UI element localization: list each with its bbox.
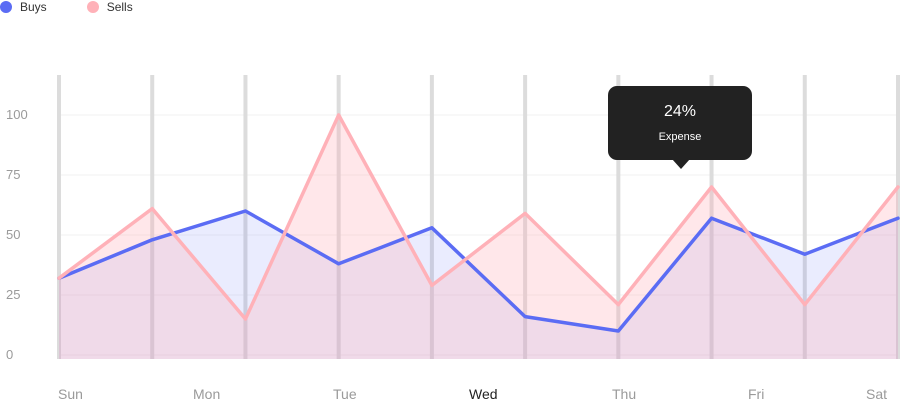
line-buys xyxy=(57,209,900,333)
y-tick-label: 75 xyxy=(6,167,20,182)
line-sells xyxy=(57,113,900,321)
x-tick-label: Sat xyxy=(866,386,887,401)
y-tick-label: 0 xyxy=(6,347,13,362)
x-gridbar xyxy=(802,75,807,359)
legend-swatch-sells xyxy=(86,1,99,13)
legend-label-sells: Sells xyxy=(106,0,133,14)
x-tick-label: Thu xyxy=(612,386,636,401)
x-tick-label: Wed xyxy=(469,386,498,401)
legend-label-buys: Buys xyxy=(20,0,47,14)
tooltip-value: 24% xyxy=(663,103,697,120)
legend-item-sells[interactable]: Sells xyxy=(86,0,133,14)
chart-tooltip: 24% Expense xyxy=(608,86,752,169)
chart-legend: Buys Sells xyxy=(0,0,173,14)
legend-item-buys[interactable]: Buys xyxy=(0,0,47,14)
x-gridbar xyxy=(523,75,528,359)
x-tick-label: Sun xyxy=(58,386,83,401)
x-gridbar xyxy=(243,75,248,359)
y-tick-label: 100 xyxy=(6,107,28,122)
legend-swatch-buys xyxy=(0,1,12,13)
x-gridbar xyxy=(336,75,341,359)
x-tick-label: Tue xyxy=(333,386,357,401)
x-gridbar xyxy=(616,75,621,359)
area-sells xyxy=(59,115,898,359)
x-tick-label: Mon xyxy=(193,386,220,401)
x-gridbar xyxy=(429,75,434,359)
tooltip-label: Expense xyxy=(658,131,702,143)
x-gridbar xyxy=(57,75,61,359)
y-tick-label: 50 xyxy=(6,227,20,242)
y-tick-label: 25 xyxy=(6,287,20,302)
x-gridbar xyxy=(150,75,155,359)
x-tick-label: Fri xyxy=(748,386,764,401)
